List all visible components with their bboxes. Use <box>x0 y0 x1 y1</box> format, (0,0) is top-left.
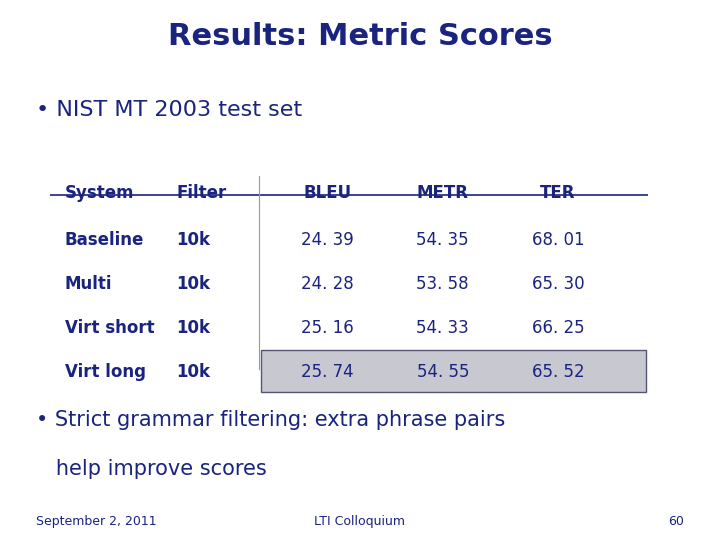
Text: 66. 25: 66. 25 <box>531 319 585 337</box>
Text: 65. 52: 65. 52 <box>531 363 585 381</box>
Text: Multi: Multi <box>65 275 112 293</box>
Text: Filter: Filter <box>176 184 227 201</box>
Text: 24. 28: 24. 28 <box>301 275 354 293</box>
FancyBboxPatch shape <box>261 350 646 392</box>
Text: 54. 33: 54. 33 <box>416 319 469 337</box>
Text: TER: TER <box>540 184 576 201</box>
Text: 68. 01: 68. 01 <box>531 231 585 248</box>
Text: help improve scores: help improve scores <box>36 459 266 479</box>
Text: • Strict grammar filtering: extra phrase pairs: • Strict grammar filtering: extra phrase… <box>36 410 505 430</box>
Text: 53. 58: 53. 58 <box>416 275 469 293</box>
Text: 25. 16: 25. 16 <box>301 319 354 337</box>
Text: METR: METR <box>417 184 469 201</box>
Text: Baseline: Baseline <box>65 231 144 248</box>
Text: LTI Colloquium: LTI Colloquium <box>315 515 405 528</box>
Text: September 2, 2011: September 2, 2011 <box>36 515 157 528</box>
Text: 54. 55: 54. 55 <box>417 363 469 381</box>
Text: 25. 74: 25. 74 <box>301 363 354 381</box>
Text: 24. 39: 24. 39 <box>301 231 354 248</box>
Text: 65. 30: 65. 30 <box>531 275 585 293</box>
Text: 10k: 10k <box>176 275 210 293</box>
Text: Virt long: Virt long <box>65 363 145 381</box>
Text: Virt short: Virt short <box>65 319 154 337</box>
Text: 10k: 10k <box>176 363 210 381</box>
Text: 10k: 10k <box>176 231 210 248</box>
Text: Results: Metric Scores: Results: Metric Scores <box>168 22 552 51</box>
Text: • NIST MT 2003 test set: • NIST MT 2003 test set <box>36 100 302 120</box>
Text: System: System <box>65 184 135 201</box>
Text: BLEU: BLEU <box>304 184 351 201</box>
Text: 60: 60 <box>668 515 684 528</box>
Text: 54. 35: 54. 35 <box>416 231 469 248</box>
Text: 10k: 10k <box>176 319 210 337</box>
